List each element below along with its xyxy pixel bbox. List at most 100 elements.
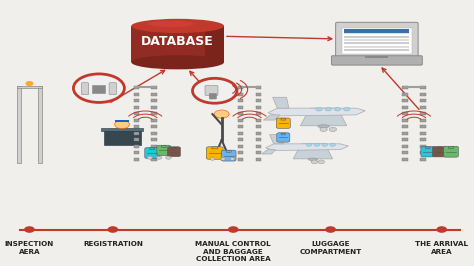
Bar bbox=[420, 119, 426, 122]
Text: INSPECTION
AERA: INSPECTION AERA bbox=[5, 241, 54, 255]
Polygon shape bbox=[293, 144, 333, 159]
Bar bbox=[238, 112, 244, 115]
Bar bbox=[151, 106, 157, 109]
Bar bbox=[134, 138, 139, 141]
Circle shape bbox=[214, 110, 229, 118]
FancyBboxPatch shape bbox=[162, 146, 166, 147]
Ellipse shape bbox=[131, 19, 224, 33]
Bar bbox=[255, 99, 261, 102]
FancyBboxPatch shape bbox=[212, 147, 218, 149]
Circle shape bbox=[25, 227, 34, 232]
Bar bbox=[255, 158, 261, 161]
FancyBboxPatch shape bbox=[281, 118, 286, 120]
Text: LUGGAGE
COMPARTMENT: LUGGAGE COMPARTMENT bbox=[300, 241, 362, 255]
Bar bbox=[420, 158, 426, 161]
FancyBboxPatch shape bbox=[82, 83, 89, 95]
FancyBboxPatch shape bbox=[226, 151, 231, 152]
Circle shape bbox=[165, 156, 171, 159]
FancyBboxPatch shape bbox=[157, 145, 171, 156]
Bar bbox=[402, 86, 408, 89]
FancyBboxPatch shape bbox=[109, 83, 117, 95]
Polygon shape bbox=[266, 144, 348, 151]
Bar bbox=[255, 119, 261, 122]
Bar bbox=[402, 138, 408, 141]
Polygon shape bbox=[301, 108, 347, 126]
Bar bbox=[255, 125, 261, 128]
Bar bbox=[420, 125, 426, 128]
Circle shape bbox=[334, 107, 341, 111]
Bar bbox=[238, 132, 244, 135]
Bar bbox=[37, 86, 42, 163]
Circle shape bbox=[108, 227, 118, 232]
Circle shape bbox=[221, 158, 226, 160]
Bar bbox=[255, 145, 261, 148]
Bar bbox=[342, 28, 411, 54]
FancyBboxPatch shape bbox=[209, 93, 217, 99]
Bar bbox=[238, 119, 244, 122]
Bar bbox=[402, 93, 408, 96]
Bar bbox=[151, 86, 157, 89]
Bar bbox=[345, 32, 410, 34]
FancyBboxPatch shape bbox=[437, 147, 442, 149]
FancyBboxPatch shape bbox=[336, 22, 418, 58]
Text: THE ARRIVAL
AREA: THE ARRIVAL AREA bbox=[415, 241, 468, 255]
Bar bbox=[151, 125, 157, 128]
Bar bbox=[345, 49, 410, 51]
Circle shape bbox=[26, 82, 33, 85]
FancyBboxPatch shape bbox=[221, 150, 236, 161]
FancyBboxPatch shape bbox=[448, 147, 454, 148]
Polygon shape bbox=[262, 149, 275, 154]
Bar bbox=[345, 28, 410, 33]
Bar bbox=[420, 145, 426, 148]
Bar bbox=[402, 119, 408, 122]
Bar bbox=[345, 46, 410, 48]
Text: DATABASE: DATABASE bbox=[141, 35, 214, 48]
FancyBboxPatch shape bbox=[444, 146, 458, 157]
Bar bbox=[134, 86, 139, 89]
Bar bbox=[420, 151, 426, 154]
Circle shape bbox=[326, 227, 335, 232]
FancyBboxPatch shape bbox=[426, 147, 430, 149]
Circle shape bbox=[147, 156, 153, 159]
Circle shape bbox=[230, 158, 235, 160]
Ellipse shape bbox=[308, 158, 318, 161]
Circle shape bbox=[316, 107, 322, 111]
Bar bbox=[134, 93, 139, 96]
Circle shape bbox=[115, 120, 129, 129]
Bar bbox=[420, 112, 426, 115]
Bar bbox=[255, 132, 261, 135]
Bar bbox=[255, 112, 261, 115]
Circle shape bbox=[156, 156, 162, 159]
Bar bbox=[402, 125, 408, 128]
Bar bbox=[420, 93, 426, 96]
Bar bbox=[134, 145, 139, 148]
FancyBboxPatch shape bbox=[167, 147, 181, 157]
FancyBboxPatch shape bbox=[277, 133, 290, 142]
Bar bbox=[255, 106, 261, 109]
FancyBboxPatch shape bbox=[281, 133, 285, 135]
Bar bbox=[151, 138, 157, 141]
Bar bbox=[255, 86, 261, 89]
FancyBboxPatch shape bbox=[145, 148, 160, 159]
Bar bbox=[151, 112, 157, 115]
FancyBboxPatch shape bbox=[432, 147, 447, 157]
Bar bbox=[134, 132, 139, 135]
Bar bbox=[134, 119, 139, 122]
Bar bbox=[420, 86, 426, 89]
Bar bbox=[402, 145, 408, 148]
Bar bbox=[134, 125, 139, 128]
Circle shape bbox=[311, 160, 318, 164]
Bar bbox=[420, 106, 426, 109]
Ellipse shape bbox=[131, 55, 224, 69]
Circle shape bbox=[318, 160, 325, 164]
Bar bbox=[345, 36, 410, 38]
Bar bbox=[255, 138, 261, 141]
Circle shape bbox=[325, 107, 331, 111]
FancyBboxPatch shape bbox=[172, 147, 176, 149]
Bar bbox=[134, 106, 139, 109]
Bar bbox=[17, 86, 21, 163]
Bar bbox=[238, 86, 244, 89]
Bar bbox=[101, 128, 143, 131]
FancyBboxPatch shape bbox=[205, 86, 218, 95]
Bar bbox=[151, 158, 157, 161]
